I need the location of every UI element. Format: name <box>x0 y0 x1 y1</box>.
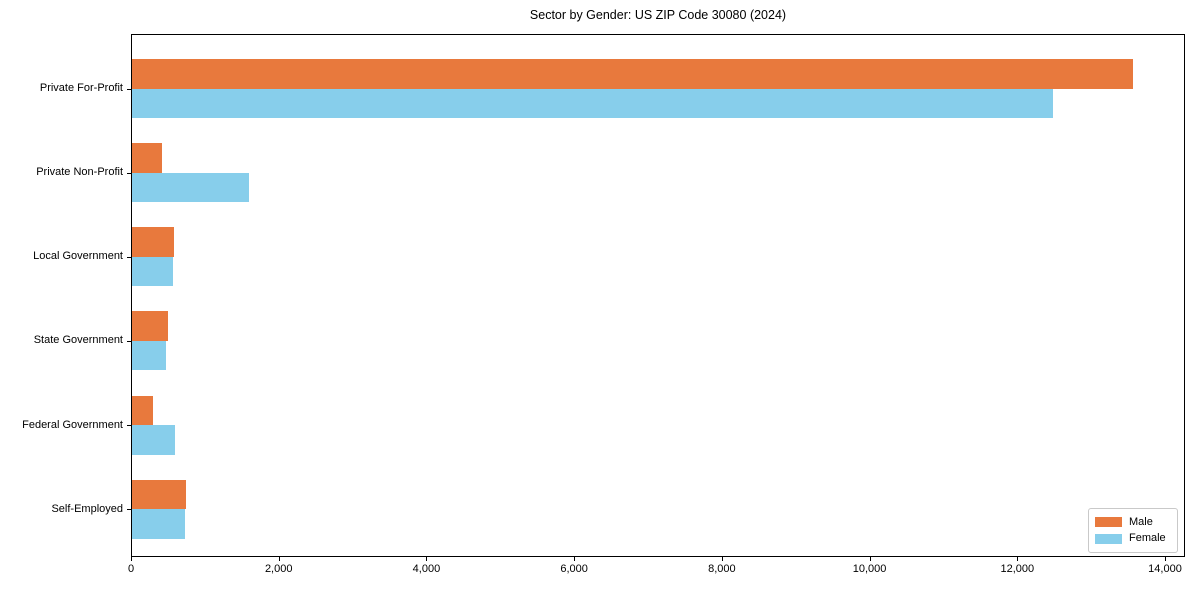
x-tick-mark <box>278 557 280 561</box>
male-color-swatch <box>1095 517 1122 528</box>
x-tick-mark <box>131 557 132 561</box>
bar-male <box>132 479 186 510</box>
y-category-label: Federal Government <box>22 418 123 431</box>
x-tick-label: 8,000 <box>708 563 736 575</box>
bar-male <box>132 59 1133 89</box>
y-tick-mark <box>127 425 131 426</box>
x-tick-label: 0 <box>127 563 135 575</box>
legend-label-male: Male <box>1129 515 1153 528</box>
bar-female <box>132 425 175 455</box>
y-tick-mark <box>127 509 131 511</box>
bar-male <box>132 227 174 257</box>
y-category-label: Local Government <box>33 250 123 263</box>
x-tick-label: 12,000 <box>1000 563 1035 575</box>
x-tick-mark <box>1165 557 1166 561</box>
bar-female <box>132 256 173 287</box>
y-tick-mark <box>127 340 131 342</box>
plot-area <box>131 34 1185 557</box>
legend: Male Female <box>1088 508 1178 553</box>
x-tick-mark <box>721 557 723 561</box>
bar-female <box>132 509 185 539</box>
legend-label-female: Female <box>1129 532 1166 545</box>
x-tick-label: 6,000 <box>560 563 588 575</box>
bar-male <box>132 311 169 341</box>
y-category-label: Private Non-Profit <box>36 166 123 179</box>
legend-item-female: Female <box>1095 532 1171 545</box>
bar-female <box>132 172 250 203</box>
x-tick-mark <box>574 557 576 561</box>
y-tick-mark <box>127 172 131 174</box>
y-category-label: Private For-Profit <box>39 82 123 95</box>
female-color-swatch <box>1095 533 1122 544</box>
x-tick-label: 4,000 <box>412 563 441 575</box>
bar-male <box>132 395 153 425</box>
bar-female <box>132 340 166 371</box>
y-category-label: Self-Employed <box>51 502 123 515</box>
legend-item-male: Male <box>1095 516 1171 529</box>
x-tick-mark <box>869 557 871 561</box>
x-tick-mark <box>426 557 428 561</box>
x-tick-label: 14,000 <box>1148 563 1182 575</box>
y-tick-mark <box>127 88 131 90</box>
x-tick-mark <box>1017 557 1019 561</box>
x-tick-label: 10,000 <box>852 563 887 575</box>
y-tick-mark <box>127 256 131 258</box>
y-category-label: State Government <box>33 334 123 347</box>
chart-title: Sector by Gender: US ZIP Code 30080 (202… <box>529 8 787 22</box>
x-tick-label: 2,000 <box>264 563 293 575</box>
bar-male <box>132 143 163 173</box>
bar-female <box>132 88 1053 119</box>
